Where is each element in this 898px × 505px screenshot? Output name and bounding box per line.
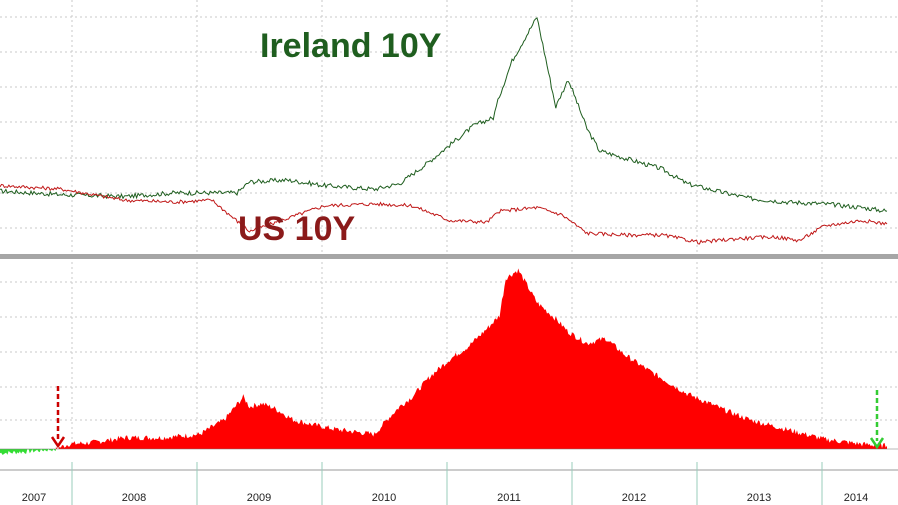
us-label: US 10Y	[238, 210, 355, 248]
ireland-10y-line	[0, 17, 888, 213]
year-label-2011: 2011	[497, 492, 521, 504]
x-axis: 2007 2008 2009 2010 2011 2012 2013 2014	[0, 462, 898, 505]
spread-negative-area	[0, 449, 56, 455]
us-10y-line	[0, 183, 888, 245]
year-label-2012: 2012	[622, 492, 646, 504]
top-panel-grid	[0, 0, 898, 252]
year-label-2013: 2013	[747, 492, 771, 504]
year-label-2007: 2007	[22, 492, 46, 504]
spread-area-chart	[0, 268, 898, 455]
ireland-label: Ireland 10Y	[260, 27, 442, 65]
year-label-2008: 2008	[122, 492, 146, 504]
spread-positive-area	[55, 268, 887, 449]
year-label-2014: 2014	[844, 492, 868, 504]
year-label-2009: 2009	[247, 492, 271, 504]
start-arrow-head	[50, 436, 66, 449]
yield-line-chart	[0, 17, 888, 245]
panel-divider	[0, 254, 898, 259]
year-label-2010: 2010	[372, 492, 396, 504]
end-arrow-head	[869, 437, 885, 450]
arrows	[50, 386, 885, 450]
